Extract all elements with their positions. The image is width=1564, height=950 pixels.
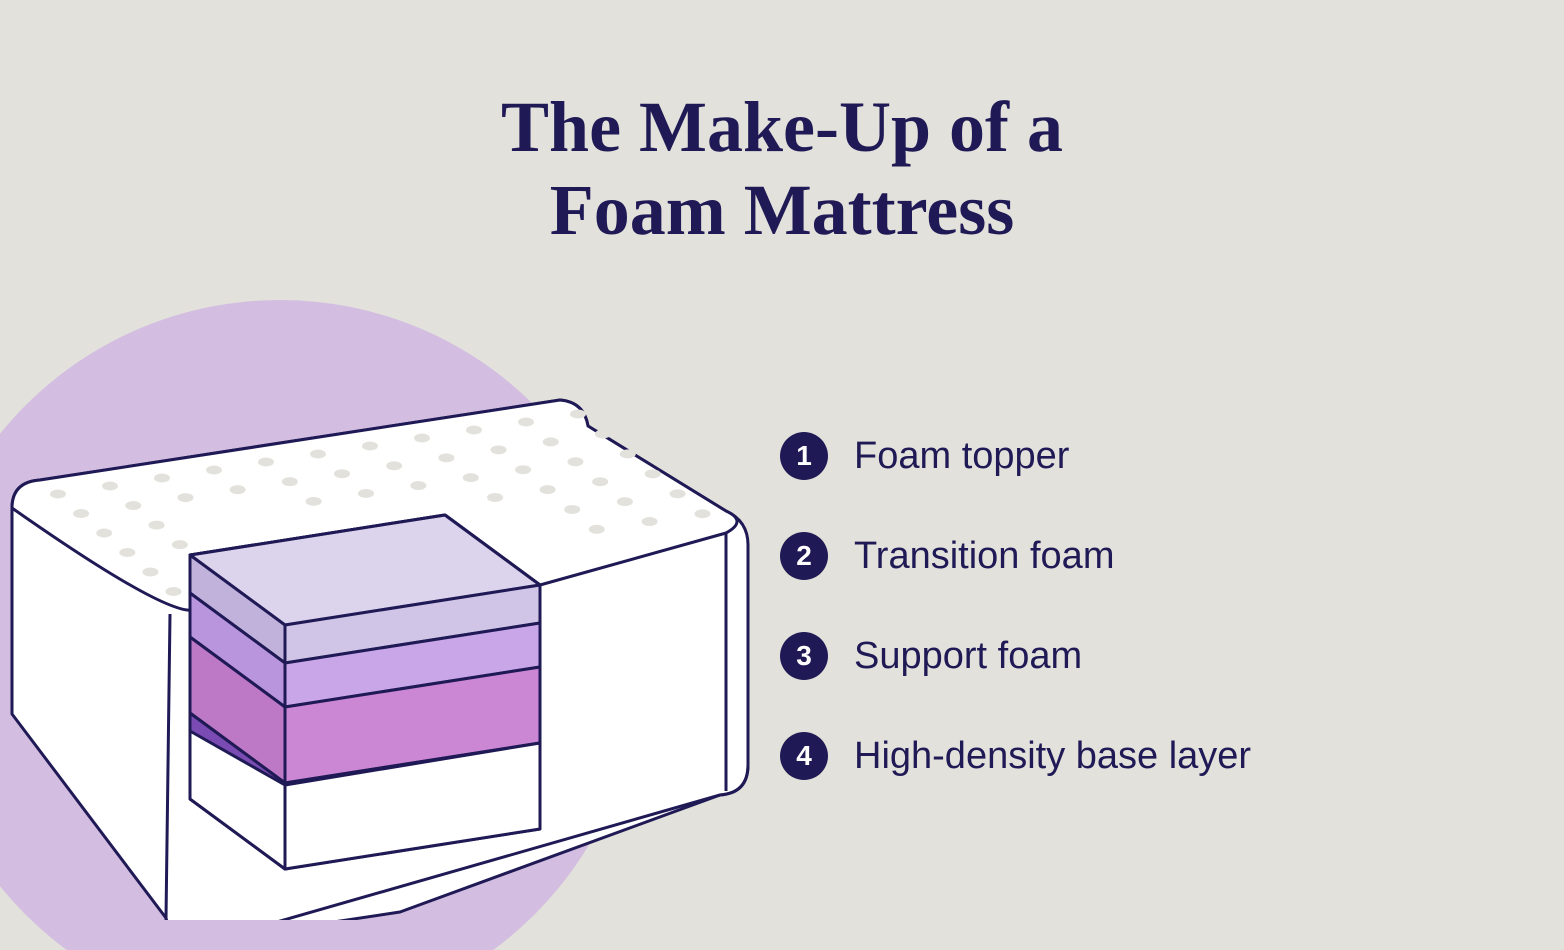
layer-legend: 1 Foam topper 2 Transition foam 3 Support foa…	[780, 432, 1251, 780]
legend-badge: 1	[780, 432, 828, 480]
title-line-1: The Make-Up of a	[501, 87, 1063, 167]
legend-item: 1 Foam topper	[780, 432, 1251, 480]
legend-label: Transition foam	[854, 535, 1114, 578]
mattress-diagram	[0, 360, 760, 920]
legend-label: Foam topper	[854, 435, 1069, 478]
legend-item: 2 Transition foam	[780, 532, 1251, 580]
legend-badge: 2	[780, 532, 828, 580]
legend-item: 3 Support foam	[780, 632, 1251, 680]
page-title: The Make-Up of a Foam Mattress	[0, 86, 1564, 252]
title-line-2: Foam Mattress	[550, 170, 1015, 250]
infographic-canvas: The Make-Up of a Foam Mattress 1 Foam top…	[0, 0, 1564, 950]
legend-badge: 4	[780, 732, 828, 780]
legend-label: Support foam	[854, 635, 1082, 678]
legend-item: 4 High-density base layer	[780, 732, 1251, 780]
legend-label: High-density base layer	[854, 735, 1251, 778]
legend-badge: 3	[780, 632, 828, 680]
